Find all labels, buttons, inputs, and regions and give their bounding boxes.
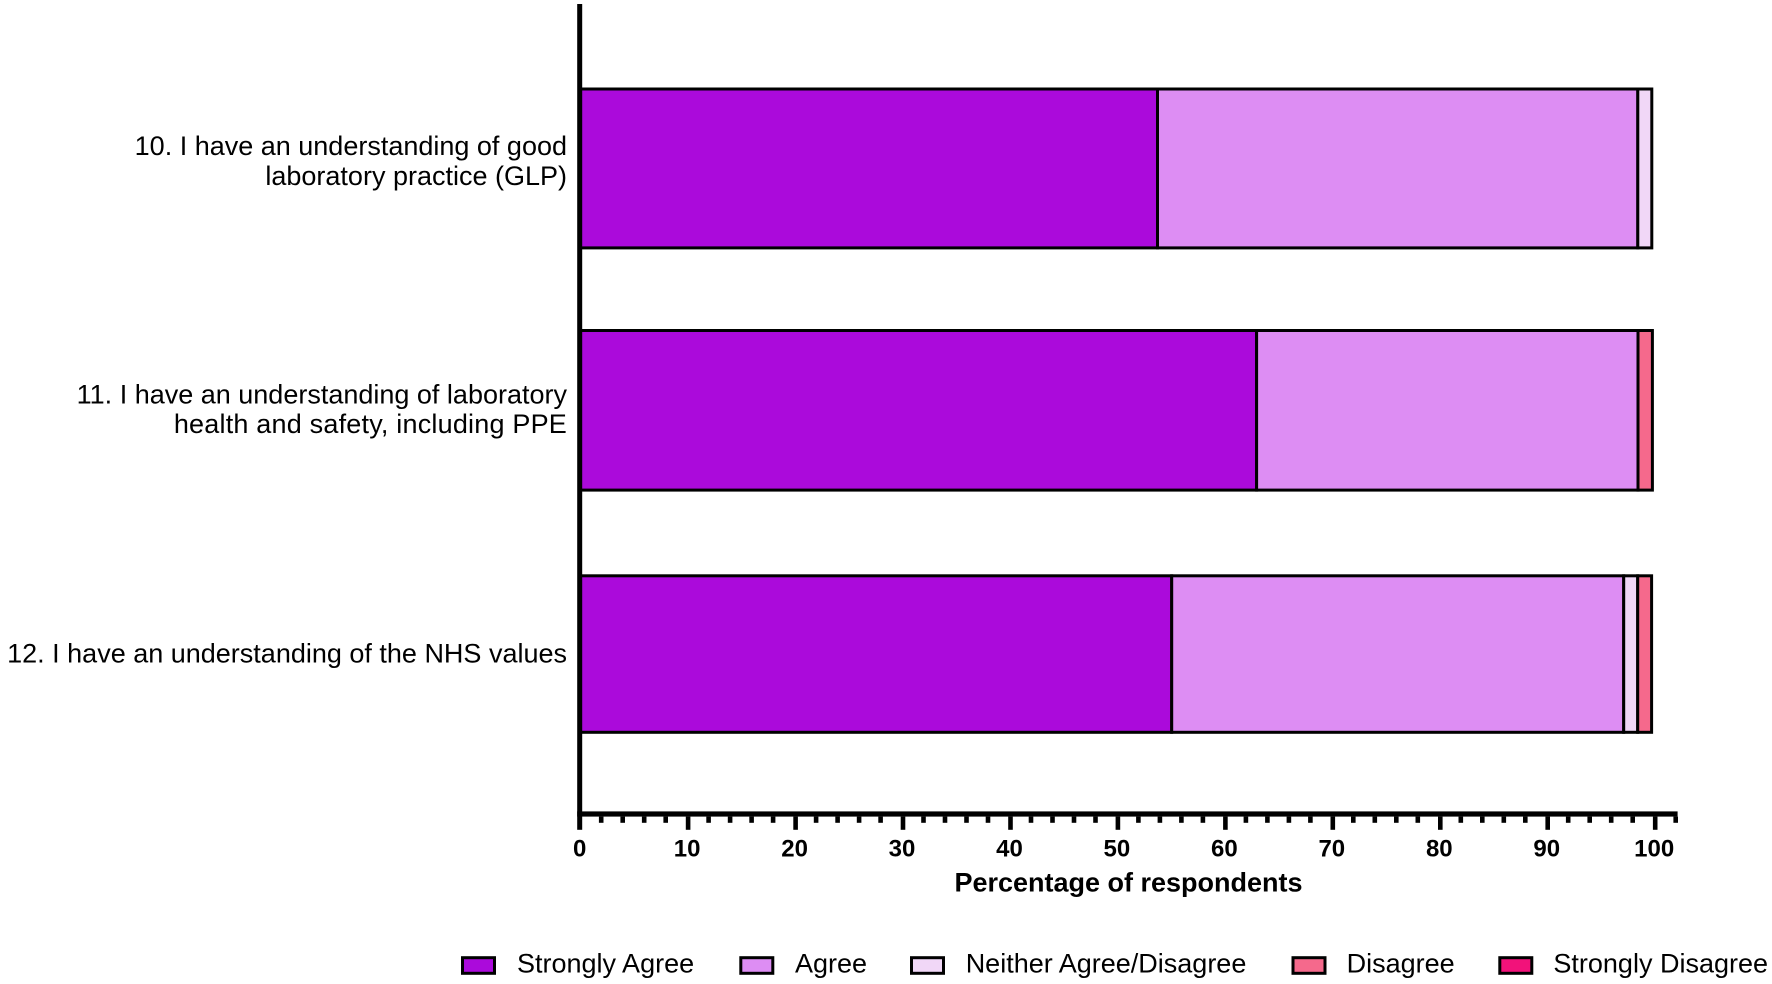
svg-text:100: 100 xyxy=(1634,836,1674,863)
svg-text:Strongly Disagree: Strongly Disagree xyxy=(1553,949,1768,979)
svg-text:Percentage of respondents: Percentage of respondents xyxy=(954,868,1302,898)
svg-text:Strongly Agree: Strongly Agree xyxy=(517,949,694,979)
svg-text:0: 0 xyxy=(573,836,586,863)
svg-text:80: 80 xyxy=(1426,836,1453,863)
svg-text:10. I have an understanding of: 10. I have an understanding of good xyxy=(135,131,567,161)
svg-text:health and safety, including P: health and safety, including PPE xyxy=(174,409,567,439)
svg-text:50: 50 xyxy=(1104,836,1131,863)
svg-text:20: 20 xyxy=(781,836,808,863)
svg-text:12. I have an understanding of: 12. I have an understanding of the NHS v… xyxy=(7,639,567,669)
svg-text:Neither Agree/Disagree: Neither Agree/Disagree xyxy=(966,949,1247,979)
svg-text:Agree: Agree xyxy=(795,949,867,979)
svg-text:30: 30 xyxy=(889,836,916,863)
svg-text:60: 60 xyxy=(1211,836,1238,863)
svg-text:10: 10 xyxy=(674,836,701,863)
svg-text:11. I have an understanding of: 11. I have an understanding of laborator… xyxy=(77,380,568,410)
svg-text:40: 40 xyxy=(996,836,1023,863)
svg-text:laboratory practice (GLP): laboratory practice (GLP) xyxy=(265,161,567,191)
svg-text:90: 90 xyxy=(1533,836,1560,863)
svg-text:Disagree: Disagree xyxy=(1347,949,1455,979)
svg-text:70: 70 xyxy=(1318,836,1345,863)
